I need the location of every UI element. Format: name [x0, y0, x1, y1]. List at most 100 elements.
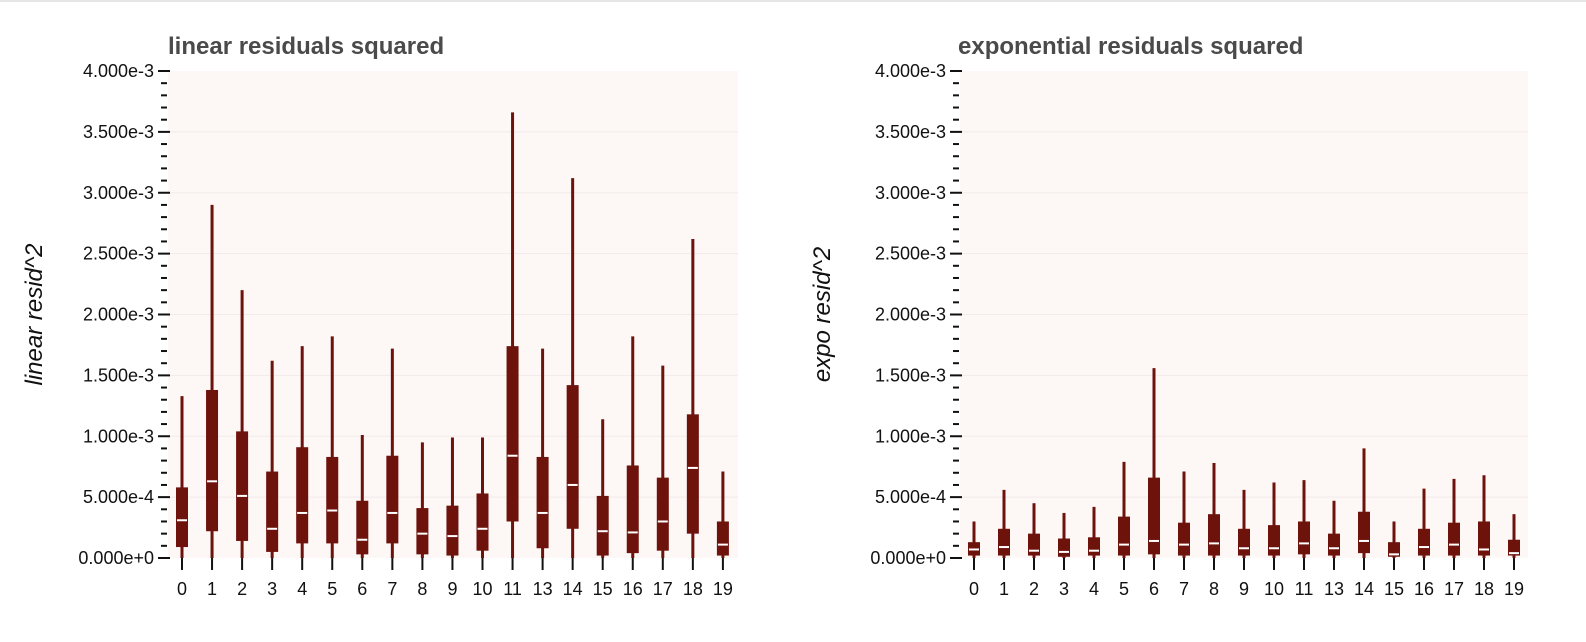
- box-iqr: [356, 500, 369, 555]
- y-tick-label: 1.000e-3: [875, 426, 946, 446]
- box-iqr: [656, 477, 669, 551]
- x-tick-label: 17: [1444, 579, 1464, 599]
- box-iqr: [1058, 538, 1070, 557]
- x-tick-label: 16: [623, 579, 643, 599]
- x-axis: 0 1 2 3 4 5 6 7 8 9 10 11 13 14 15 16 17 18 19: [969, 558, 1524, 599]
- box-iqr: [206, 389, 219, 532]
- x-axis: 0 1 2 3 4 5 6 7 8 9 10 11 13 14 15 16 17 18 19: [177, 558, 733, 599]
- box-iqr: [266, 471, 279, 552]
- box-iqr: [236, 431, 249, 541]
- x-tick-label: 2: [1029, 579, 1039, 599]
- box-iqr: [1178, 522, 1190, 556]
- y-tick-label: 3.000e-3: [875, 183, 946, 203]
- x-tick-label: 10: [1264, 579, 1284, 599]
- box-iqr: [596, 495, 609, 556]
- box-marks: [176, 112, 729, 558]
- x-tick-label: 18: [1474, 579, 1494, 599]
- box-iqr: [1088, 537, 1100, 556]
- box-iqr: [536, 456, 549, 549]
- box-iqr: [1268, 525, 1280, 556]
- box-iqr: [1448, 522, 1460, 556]
- x-tick-label: 4: [297, 579, 307, 599]
- x-tick-label: 15: [1384, 579, 1404, 599]
- y-tick-label: 2.500e-3: [875, 244, 946, 264]
- x-tick-label: 6: [357, 579, 367, 599]
- y-tick-label: 1.500e-3: [83, 365, 154, 385]
- x-tick-label: 8: [417, 579, 427, 599]
- y-axis: 0.000e+0 5.000e-4 1.000e-3 1.500e-3 2.000e-3…: [870, 61, 962, 568]
- box-iqr: [176, 487, 188, 548]
- box-iqr: [1148, 477, 1160, 555]
- box-iqr: [1388, 542, 1400, 557]
- box-iqr: [506, 346, 519, 522]
- x-tick-label: 6: [1149, 579, 1159, 599]
- x-tick-label: 1: [207, 579, 217, 599]
- x-tick-label: 18: [683, 579, 703, 599]
- y-tick-label: 2.000e-3: [875, 305, 946, 325]
- exponential-residuals-panel: exponential residuals squared expo resid…: [809, 33, 1528, 599]
- box-iqr: [716, 521, 729, 556]
- x-tick-label: 5: [1119, 579, 1129, 599]
- top-divider: [0, 0, 1586, 2]
- box-iqr: [1028, 533, 1040, 556]
- box-iqr: [1118, 516, 1130, 556]
- box-iqr: [1508, 539, 1520, 556]
- y-tick-label: 4.000e-3: [875, 61, 946, 81]
- box-iqr: [1328, 533, 1340, 556]
- box-iqr: [326, 456, 339, 544]
- linear-residuals-panel: linear residuals squared linear resid^2 …: [21, 33, 738, 599]
- x-tick-label: 19: [713, 579, 733, 599]
- y-tick-label: 4.000e-3: [83, 61, 154, 81]
- y-tick-label: 0.000e+0: [870, 548, 946, 568]
- y-axis-label: expo resid^2: [809, 247, 836, 382]
- x-tick-label: 4: [1089, 579, 1099, 599]
- y-axis-label: linear resid^2: [21, 244, 48, 386]
- x-tick-label: 8: [1209, 579, 1219, 599]
- y-tick-label: 2.500e-3: [83, 244, 154, 264]
- box-iqr: [1478, 521, 1490, 556]
- y-tick-label: 3.500e-3: [875, 122, 946, 142]
- box-iqr: [1208, 514, 1220, 556]
- x-tick-label: 7: [387, 579, 397, 599]
- box-marks: [968, 368, 1520, 558]
- x-tick-label: 10: [472, 579, 492, 599]
- x-tick-label: 1: [999, 579, 1009, 599]
- box-iqr: [1418, 528, 1430, 556]
- box-iqr: [296, 447, 309, 544]
- y-tick-label: 3.500e-3: [83, 122, 154, 142]
- y-tick-label: 1.500e-3: [875, 365, 946, 385]
- box-iqr: [686, 414, 699, 534]
- box-iqr: [476, 493, 489, 551]
- x-tick-label: 13: [533, 579, 553, 599]
- y-tick-label: 1.000e-3: [83, 426, 154, 446]
- x-tick-label: 3: [267, 579, 277, 599]
- x-tick-label: 17: [653, 579, 673, 599]
- x-tick-label: 16: [1414, 579, 1434, 599]
- y-tick-label: 5.000e-4: [83, 487, 154, 507]
- x-tick-label: 5: [327, 579, 337, 599]
- box-iqr: [1358, 511, 1370, 554]
- x-tick-label: 14: [1354, 579, 1374, 599]
- x-tick-label: 0: [969, 579, 979, 599]
- box-iqr: [1298, 521, 1310, 555]
- x-tick-label: 11: [503, 579, 522, 599]
- x-tick-label: 9: [447, 579, 457, 599]
- x-tick-label: 3: [1059, 579, 1069, 599]
- x-tick-label: 15: [593, 579, 613, 599]
- x-tick-label: 2: [237, 579, 247, 599]
- x-tick-label: 0: [177, 579, 187, 599]
- y-tick-label: 0.000e+0: [78, 548, 154, 568]
- chart-title: linear residuals squared: [168, 33, 444, 60]
- y-tick-label: 2.000e-3: [83, 305, 154, 325]
- x-tick-label: 11: [1295, 579, 1314, 599]
- box-iqr: [1238, 528, 1250, 556]
- x-tick-label: 14: [563, 579, 583, 599]
- y-tick-label: 5.000e-4: [875, 487, 946, 507]
- box-iqr: [998, 528, 1010, 556]
- box-iqr: [386, 455, 399, 544]
- x-tick-label: 13: [1324, 579, 1344, 599]
- box-iqr: [566, 385, 579, 529]
- box-iqr: [416, 508, 429, 555]
- x-tick-label: 9: [1239, 579, 1249, 599]
